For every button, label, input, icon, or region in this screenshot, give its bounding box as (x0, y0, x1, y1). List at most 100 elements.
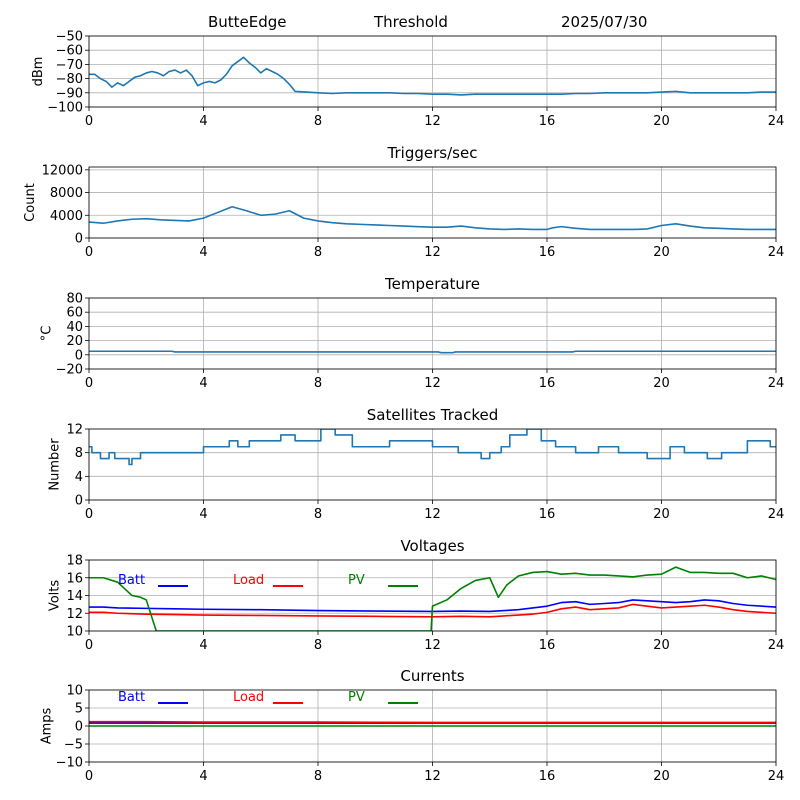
y-tick-label: 40 (66, 320, 83, 335)
x-tick-label: 8 (314, 638, 322, 653)
panel-triggers: 0 4 8 12 16 20 24 0 4000 8000 12000 Triggers/sec Cou… (23, 144, 784, 260)
x-tick-label: 20 (653, 507, 670, 522)
y-tick-label: −5 (64, 738, 83, 753)
y-tick-label: 18 (66, 554, 83, 569)
legend-label-load: Load (233, 690, 264, 705)
y-tick-label: −20 (56, 363, 83, 378)
y-tick-label: 10 (66, 684, 83, 699)
y-tick-label: 5 (75, 702, 83, 717)
x-tick-label: 0 (85, 769, 93, 784)
y-tick-label: 20 (66, 334, 83, 349)
x-tick-label: 16 (539, 507, 556, 522)
y-tick-label: 8 (75, 446, 83, 461)
x-tick-label: 12 (424, 769, 441, 784)
header-mode: Threshold (373, 13, 448, 31)
series-line (89, 429, 776, 466)
header-date: 2025/07/30 (561, 13, 647, 31)
x-tick-label: 24 (768, 769, 785, 784)
panel-voltages: 0 4 8 12 16 20 24 10 12 14 16 18 Voltages Volts Batt Lo… (48, 537, 785, 653)
series-line (89, 350, 776, 354)
x-tick-label: 0 (85, 507, 93, 522)
x-tick-label: 4 (199, 507, 207, 522)
x-tick-label: 4 (199, 769, 207, 784)
legend-label-pv: PV (348, 690, 365, 705)
y-tick-label: 4000 (50, 209, 83, 224)
y-tick-label: 0 (75, 348, 83, 363)
x-tick-label: 20 (653, 376, 670, 391)
x-tick-label: 24 (768, 507, 785, 522)
panel-title: Currents (400, 667, 464, 685)
series-line-batt (89, 599, 776, 613)
y-tick-label: 4 (75, 470, 83, 485)
y-tick-label: −50 (56, 30, 83, 45)
x-tick-label: 24 (768, 114, 785, 129)
x-tick-label: 0 (85, 245, 93, 260)
y-tick-label: 8000 (50, 186, 83, 201)
x-tick-label: 16 (539, 769, 556, 784)
series-group (89, 205, 776, 231)
x-tick-label: 4 (199, 376, 207, 391)
x-tick-label: 24 (768, 638, 785, 653)
x-tick-label: 0 (85, 114, 93, 129)
y-tick-label: 0 (75, 720, 83, 735)
x-tick-label: 24 (768, 376, 785, 391)
y-tick-label: −70 (56, 58, 83, 73)
panel-title: Voltages (400, 537, 464, 555)
y-tick-label: −80 (56, 72, 83, 87)
legend-label-load: Load (233, 573, 264, 588)
y-tick-label: 0 (75, 232, 83, 247)
x-tick-label: 0 (85, 376, 93, 391)
series-group (89, 720, 776, 727)
y-tick-label: 60 (66, 306, 83, 321)
x-tick-label: 12 (424, 638, 441, 653)
panel-satellites: 0 4 8 12 16 20 24 0 4 8 12 Satellites Tracked Number (48, 406, 785, 522)
y-tick-label: 16 (66, 571, 83, 586)
y-tick-label: −90 (56, 86, 83, 101)
x-tick-label: 12 (424, 114, 441, 129)
y-tick-label: 80 (66, 292, 83, 307)
x-tick-label: 12 (424, 507, 441, 522)
x-tick-label: 8 (314, 769, 322, 784)
y-axis-label: Amps (39, 707, 54, 744)
header-station: ButteEdge (208, 13, 287, 31)
panel-title: Satellites Tracked (367, 406, 498, 424)
y-tick-label: −60 (56, 44, 83, 59)
series-line-pv (89, 566, 776, 631)
x-tick-label: 12 (424, 376, 441, 391)
x-tick-label: 12 (424, 245, 441, 260)
panel-currents: 0 4 8 12 16 20 24 −10 −5 0 5 10 Currents Amps Batt Load… (39, 667, 784, 784)
x-tick-label: 4 (199, 245, 207, 260)
y-axis-label: dBm (31, 57, 46, 87)
x-tick-label: 20 (653, 638, 670, 653)
x-tick-label: 24 (768, 245, 785, 260)
x-tick-label: 8 (314, 114, 322, 129)
series-line (89, 56, 776, 96)
y-tick-label: 10 (66, 625, 83, 640)
panel-title: Temperature (384, 275, 480, 293)
y-tick-label: 14 (66, 589, 83, 604)
series-group (89, 429, 776, 466)
x-tick-label: 8 (314, 376, 322, 391)
x-tick-label: 8 (314, 507, 322, 522)
x-tick-label: 8 (314, 245, 322, 260)
y-tick-label: −10 (56, 756, 83, 771)
y-tick-label: 12 (66, 423, 83, 438)
x-tick-label: 16 (539, 114, 556, 129)
legend-label-batt: Batt (118, 690, 145, 705)
y-tick-label: 0 (75, 494, 83, 509)
x-tick-label: 4 (199, 638, 207, 653)
x-tick-label: 16 (539, 376, 556, 391)
y-axis-label: °C (39, 326, 54, 342)
x-tick-label: 20 (653, 245, 670, 260)
y-axis-label: Volts (48, 580, 63, 612)
y-tick-label: 12000 (42, 163, 83, 178)
legend-label-batt: Batt (118, 573, 145, 588)
legend-label-pv: PV (348, 573, 365, 588)
y-axis-label: Number (48, 438, 63, 491)
series-group (89, 566, 776, 631)
y-tick-label: −100 (47, 101, 83, 116)
x-tick-label: 0 (85, 638, 93, 653)
